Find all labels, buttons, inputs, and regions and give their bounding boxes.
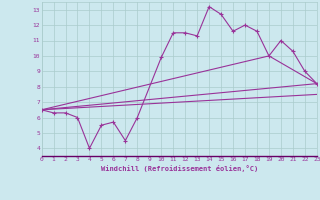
X-axis label: Windchill (Refroidissement éolien,°C): Windchill (Refroidissement éolien,°C) [100, 165, 258, 172]
